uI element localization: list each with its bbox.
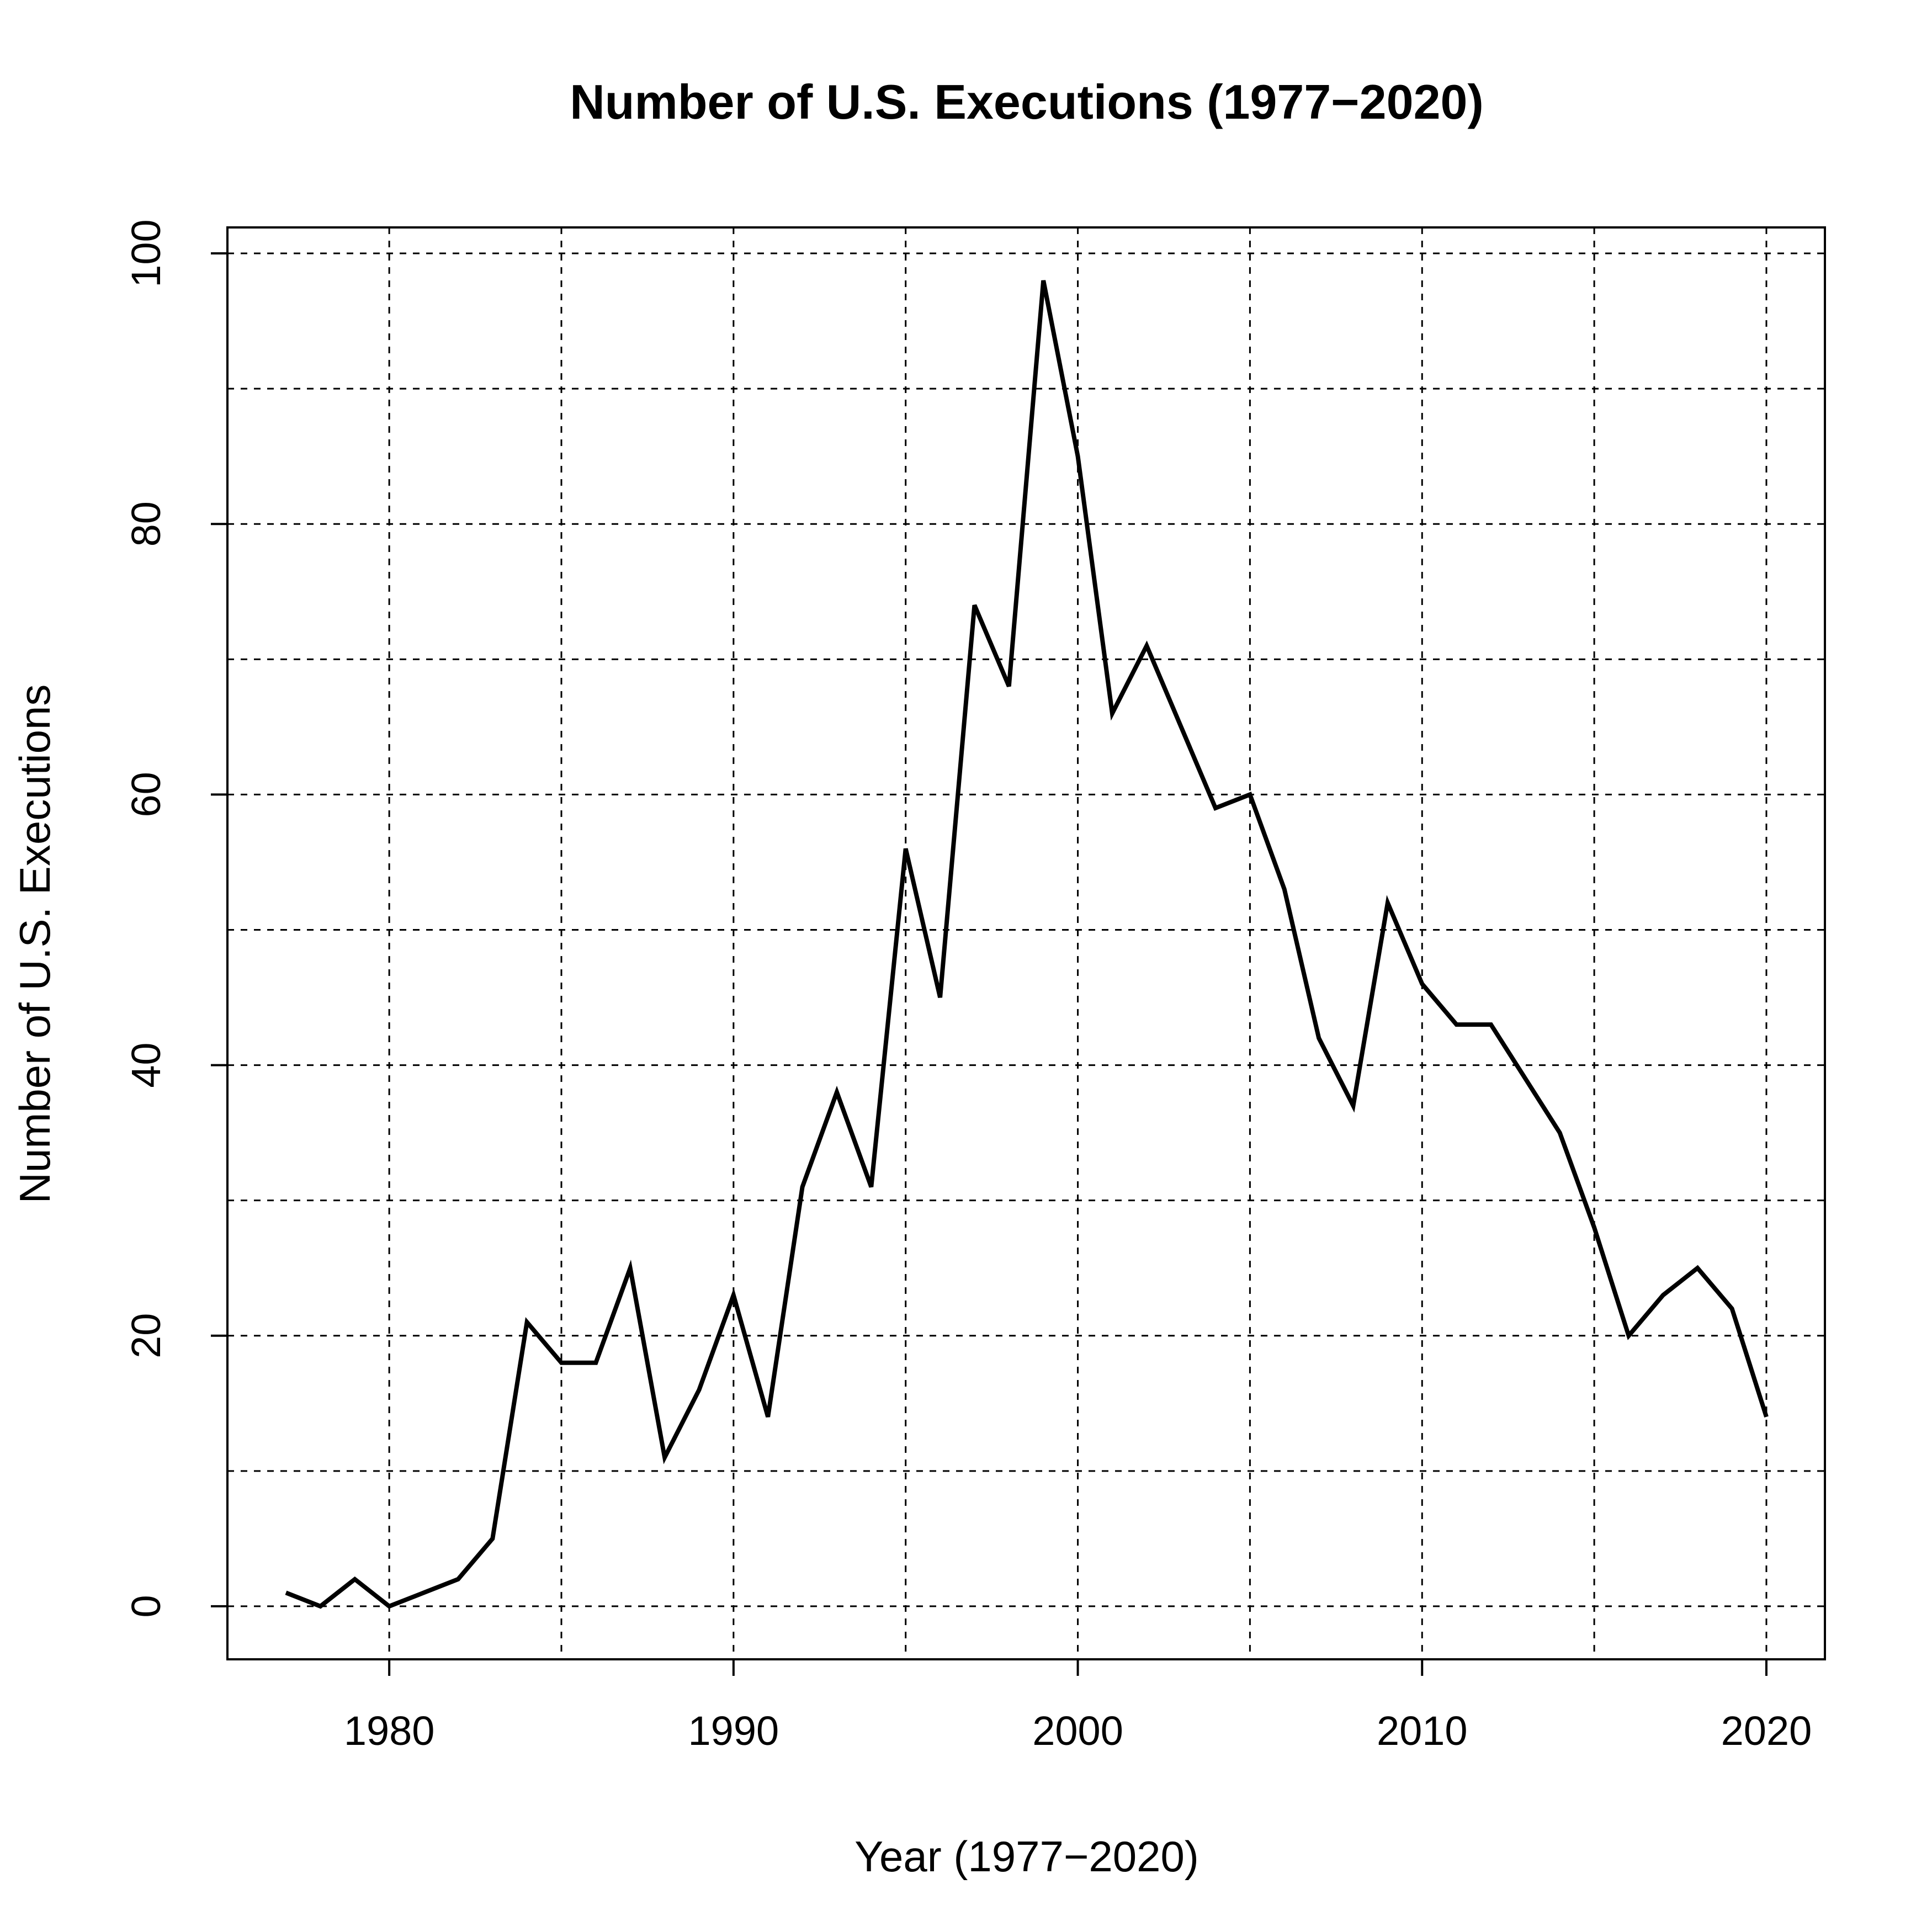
x-tick-label: 2020 bbox=[1721, 1708, 1812, 1754]
y-tick-label: 40 bbox=[123, 1042, 169, 1087]
series-group bbox=[285, 280, 1769, 1609]
x-tick-label: 2010 bbox=[1377, 1708, 1468, 1754]
y-tick-label: 20 bbox=[123, 1313, 169, 1358]
y-tick-label: 80 bbox=[123, 501, 169, 546]
grid-lines bbox=[227, 227, 1825, 1659]
chart-title: Number of U.S. Executions (1977−2020) bbox=[570, 75, 1484, 129]
y-axis-label: Number of U.S. Executions bbox=[10, 684, 59, 1204]
series-line-0 bbox=[285, 280, 1769, 1609]
y-tick-label: 100 bbox=[123, 219, 169, 287]
y-axis: 0 20 40 60 80 100 bbox=[123, 219, 227, 1618]
plot-frame bbox=[226, 226, 1826, 1660]
x-tick-label: 2000 bbox=[1032, 1708, 1123, 1754]
y-tick-label: 0 bbox=[123, 1595, 169, 1617]
x-axis-label: Year (1977−2020) bbox=[854, 1832, 1199, 1881]
x-axis: 1980 1990 2000 2010 2020 bbox=[344, 1659, 1812, 1754]
x-tick-label: 1990 bbox=[688, 1708, 779, 1754]
x-tick-label: 1980 bbox=[344, 1708, 435, 1754]
y-tick-label: 60 bbox=[123, 772, 169, 817]
